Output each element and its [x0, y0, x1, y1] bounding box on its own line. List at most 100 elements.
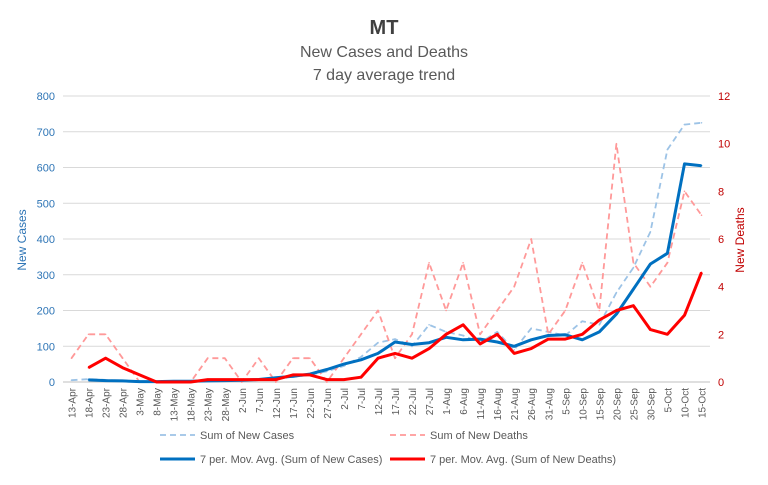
data-point	[649, 285, 652, 288]
data-point	[138, 380, 141, 383]
x-tick-label: 12-Jul	[374, 388, 385, 415]
data-point	[275, 381, 277, 383]
data-point	[326, 378, 328, 381]
data-point	[666, 262, 669, 264]
data-point	[564, 309, 567, 312]
x-tick-label: 7-Jun	[255, 388, 266, 413]
data-point	[530, 339, 532, 341]
data-point	[411, 333, 413, 336]
data-point	[343, 363, 345, 365]
data-point	[121, 380, 124, 382]
data-point	[683, 163, 686, 165]
data-point	[513, 285, 515, 288]
right-axis-label: New Deaths	[733, 207, 747, 272]
data-point	[394, 341, 396, 343]
data-point	[343, 357, 345, 360]
x-tick-label: 31-Aug	[544, 388, 555, 420]
x-tick-label: 12-Jun	[272, 388, 283, 419]
data-point	[445, 336, 447, 339]
x-tick-label: 30-Sep	[646, 388, 657, 421]
data-point	[360, 359, 362, 361]
right-tick-label: 6	[718, 234, 724, 246]
left-tick-label: 200	[37, 306, 55, 318]
data-point	[496, 341, 499, 343]
data-point	[632, 262, 635, 264]
data-point	[496, 331, 499, 333]
x-tick-label: 6-Aug	[459, 388, 470, 415]
x-tick-label: 5-Oct	[663, 388, 674, 413]
data-point	[224, 378, 226, 381]
series-2	[87, 162, 703, 384]
data-point	[530, 347, 532, 350]
data-point	[104, 379, 107, 382]
x-tick-label: 17-Jun	[289, 388, 300, 419]
data-point	[598, 319, 601, 321]
left-axis-label: New Cases	[15, 209, 29, 270]
data-point	[564, 338, 567, 340]
legend-label: Sum of New Deaths	[430, 430, 528, 442]
data-point	[479, 343, 481, 345]
data-point	[326, 368, 328, 371]
data-point	[428, 341, 430, 344]
data-point	[394, 338, 396, 340]
data-point	[666, 333, 669, 336]
data-point	[445, 309, 447, 312]
data-point	[172, 381, 175, 383]
series-layer	[70, 121, 703, 384]
right-tick-label: 10	[718, 139, 730, 151]
left-tick-label: 400	[37, 234, 55, 246]
x-tick-label: 5-Sep	[561, 388, 572, 415]
chart-title: MT	[370, 17, 399, 39]
data-point	[581, 333, 584, 336]
data-point	[632, 288, 635, 290]
data-point	[155, 381, 158, 383]
x-tick-label: 15-Sep	[595, 388, 606, 421]
data-point	[377, 357, 379, 360]
x-tick-label: 28-Apr	[119, 387, 130, 418]
left-axis: 0 100 200 300 400 500 600 700 800	[37, 91, 55, 389]
data-point	[445, 331, 447, 333]
data-point	[206, 378, 209, 381]
data-point	[87, 366, 90, 369]
gridlines	[63, 95, 710, 383]
x-tick-label: 11-Aug	[476, 388, 487, 420]
data-point	[275, 378, 277, 381]
data-point	[700, 164, 703, 167]
series-3	[87, 271, 703, 384]
data-point	[700, 214, 703, 216]
left-tick-label: 700	[37, 127, 55, 139]
x-tick-label: 13-May	[170, 388, 181, 421]
data-point	[598, 324, 601, 326]
data-point	[615, 291, 618, 294]
data-point	[377, 309, 379, 312]
x-tick-label: 18-Apr	[85, 387, 96, 418]
data-point	[138, 374, 141, 376]
x-tick-label: 15-Oct	[697, 388, 708, 418]
data-point	[632, 304, 635, 307]
legend: Sum of New Cases Sum of New Deaths 7 per. …	[160, 430, 616, 466]
x-tick-label: 27-Jul	[425, 388, 436, 415]
right-tick-label: 2	[718, 329, 724, 341]
data-point	[87, 379, 90, 381]
data-point	[513, 349, 515, 351]
x-tick-label: 21-Aug	[510, 388, 521, 420]
x-tick-label: 28-May	[221, 388, 232, 421]
data-point	[649, 263, 652, 265]
legend-label: Sum of New Cases	[200, 430, 295, 442]
data-point	[581, 262, 584, 264]
data-point	[241, 378, 243, 381]
x-tick-label: 3-May	[136, 388, 147, 416]
data-point	[104, 357, 107, 360]
data-point	[683, 190, 686, 193]
data-point	[292, 374, 294, 376]
data-point	[581, 339, 584, 341]
data-point	[70, 357, 73, 360]
data-point	[615, 142, 618, 145]
data-point	[70, 379, 73, 382]
data-point	[309, 357, 311, 360]
data-point	[513, 352, 515, 355]
x-tick-label: 23-May	[204, 388, 215, 421]
data-point	[377, 341, 379, 344]
data-point	[360, 333, 362, 336]
